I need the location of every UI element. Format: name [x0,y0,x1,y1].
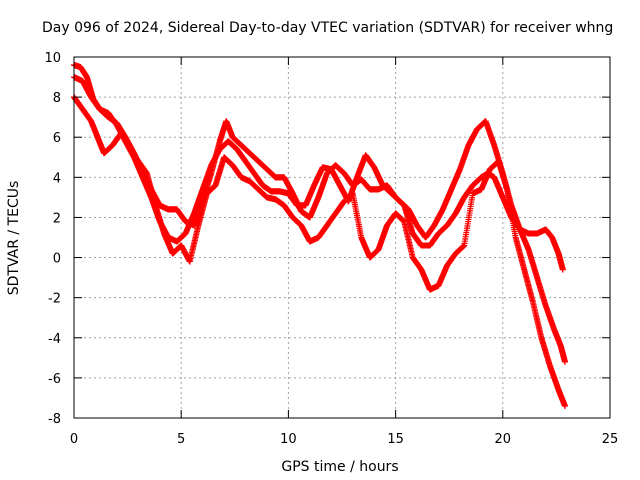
y-tick-label: -4 [48,332,61,347]
y-tick-label: -6 [48,372,61,387]
y-tick-label: -8 [48,412,61,427]
data-points [71,62,568,409]
x-tick-label: 15 [387,432,404,447]
y-tick-label: 10 [44,51,61,66]
x-tick-label: 5 [177,432,185,447]
x-tick-label: 10 [280,432,297,447]
x-tick-label: 20 [495,432,512,447]
y-tick-label: 0 [53,252,61,267]
plot-frame [73,56,611,419]
y-tick-label: 2 [53,211,61,226]
data-point [559,266,566,273]
x-tick-label: 25 [602,432,619,447]
x-axis-label: GPS time / hours [281,459,398,475]
axis-ticks [73,56,611,419]
y-tick-label: 6 [53,131,61,146]
y-tick-label: 8 [53,91,61,106]
x-tick-labels: 0 5 10 15 20 25 [70,432,618,447]
series-track-b [71,74,568,365]
chart-title: Day 096 of 2024, Sidereal Day-to-day VTE… [42,20,613,36]
gridlines [74,57,610,418]
y-axis-label: SDTVAR / TECUs [6,181,22,296]
y-tick-label: 4 [53,171,61,186]
y-tick-label: -2 [48,292,61,307]
y-tick-labels: -8 -6 -4 -2 0 2 4 6 8 10 [44,51,61,427]
x-tick-label: 0 [70,432,78,447]
